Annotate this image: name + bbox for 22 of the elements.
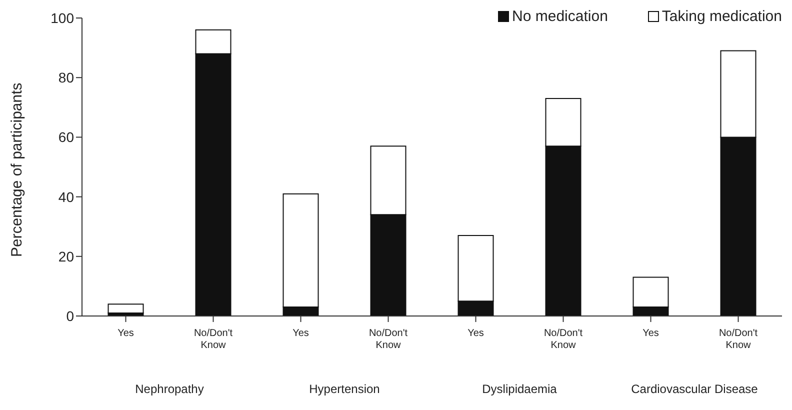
text: Cardiovascular Disease (630, 382, 759, 396)
x-tick-label: No/Don't Know (368, 328, 408, 351)
x-tick-label: Yes (118, 328, 134, 339)
legend-label: No medication (512, 8, 608, 25)
y-tick-label: 80 (58, 70, 74, 86)
y-tick-label: 20 (58, 248, 74, 264)
y-tick-label: 60 (58, 129, 74, 146)
y-tick-label: 40 (58, 188, 74, 205)
text: Dyslipidaemia (481, 382, 558, 396)
y-tick-label: 100 (50, 10, 74, 26)
x-tick-label: Yes (468, 328, 484, 339)
x-tick-label: Yes (292, 328, 309, 339)
x-tick-label: Yes (642, 328, 659, 339)
legend-label: Taking medication (662, 8, 782, 25)
x-tick-label: No/Don't Know (718, 328, 758, 351)
x-tick-label: No/Don't Know (544, 328, 583, 351)
y-tick-label: 0 (66, 308, 74, 324)
x-tick-label: No/Don't Know (194, 328, 233, 351)
text: Nephropathy (134, 382, 205, 396)
y-axis-title: Percentage of participants (8, 82, 26, 257)
text: Hypertension (308, 382, 381, 396)
bar (108, 304, 144, 314)
